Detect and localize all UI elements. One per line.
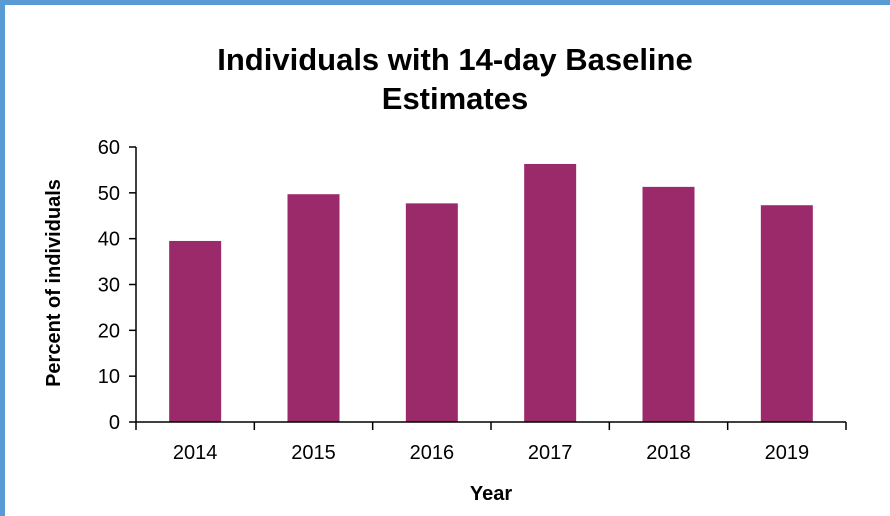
- x-axis-label: Year: [470, 483, 512, 505]
- axes-group: 0 10 20 30 40 50 60 2014 2015 2016 2017 2018 2019: [98, 137, 847, 464]
- bar-2016: [405, 203, 458, 422]
- y-tick-label: 10: [98, 366, 120, 388]
- bar-2017: [524, 163, 577, 423]
- x-tick-label: 2019: [765, 442, 810, 464]
- y-axis-label: Percent of individuals: [43, 179, 65, 387]
- bar-2018: [642, 186, 695, 422]
- y-tick-label: 0: [109, 412, 120, 434]
- x-tick-label: 2016: [410, 442, 455, 464]
- y-tick-label: 40: [98, 229, 120, 251]
- bar-2014: [169, 240, 222, 422]
- y-tick-label: 60: [98, 137, 120, 159]
- y-tick-label: 50: [98, 183, 120, 205]
- x-tick-label: 2017: [528, 442, 573, 464]
- chart-title-line-1: Individuals with 14-day Baseline: [217, 42, 692, 77]
- x-tick-label: 2014: [173, 442, 218, 464]
- x-tick-label: 2018: [646, 442, 691, 464]
- bars-group: [169, 163, 813, 423]
- x-tick-label: 2015: [291, 442, 336, 464]
- y-tick-label: 20: [98, 320, 120, 342]
- chart-title-line-2: Estimates: [382, 81, 528, 116]
- y-tick-label: 30: [98, 275, 120, 297]
- bar-2015: [287, 194, 340, 422]
- bar-2019: [760, 205, 813, 422]
